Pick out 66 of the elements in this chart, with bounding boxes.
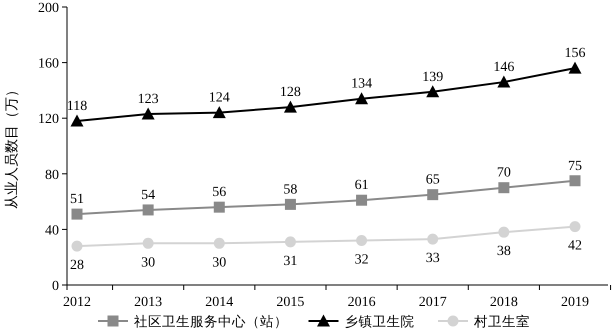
data-label: 58 <box>283 182 298 198</box>
x-tick-label: 2013 <box>134 295 162 310</box>
point <box>284 100 297 113</box>
point <box>356 235 368 246</box>
data-label: 128 <box>280 85 301 100</box>
x-tick-label: 2018 <box>490 295 518 310</box>
point <box>212 106 226 118</box>
point <box>72 240 82 252</box>
point <box>498 182 510 194</box>
data-label: 65 <box>426 172 440 188</box>
data-label: 31 <box>283 254 298 269</box>
data-label: 118 <box>66 98 88 114</box>
point <box>70 114 84 126</box>
y-tick-label: 120 <box>38 112 59 128</box>
data-label: 33 <box>426 251 440 266</box>
x-tick-label: 2017 <box>418 295 447 310</box>
data-label: 123 <box>138 92 159 108</box>
x-tick-label: 2012 <box>63 295 91 310</box>
point <box>497 76 510 88</box>
point <box>284 236 296 248</box>
data-label: 54 <box>141 188 156 203</box>
data-label: 75 <box>568 158 582 174</box>
point <box>284 198 296 210</box>
y-tick-label: 160 <box>38 56 59 72</box>
y-tick-label: 0 <box>52 279 59 294</box>
point <box>214 238 225 249</box>
point <box>72 208 82 220</box>
point <box>570 175 580 186</box>
point <box>142 204 154 216</box>
data-label: 51 <box>70 192 84 208</box>
legend-label: 社区卫生服务中心（站） <box>134 314 288 329</box>
data-label: 28 <box>70 258 84 274</box>
data-label: 61 <box>354 178 369 194</box>
data-label: 30 <box>141 255 156 270</box>
point <box>355 92 368 104</box>
data-label: 30 <box>212 255 226 270</box>
point <box>214 202 225 213</box>
y-axis-title: 从业人员数目（万） <box>4 83 20 209</box>
point <box>426 85 440 98</box>
data-label: 42 <box>568 238 582 254</box>
point <box>498 226 510 238</box>
point <box>356 194 368 206</box>
x-tick-label: 2015 <box>276 295 304 310</box>
x-tick-label: 2014 <box>205 295 234 310</box>
data-label: 139 <box>422 70 444 85</box>
data-label: 32 <box>354 252 369 268</box>
data-label: 146 <box>493 60 514 76</box>
point <box>570 221 580 232</box>
point <box>142 108 155 120</box>
data-label: 156 <box>564 46 586 62</box>
y-tick-label: 40 <box>45 223 59 238</box>
y-tick-label: 200 <box>38 1 59 16</box>
data-label: 134 <box>351 76 372 92</box>
data-label: 56 <box>212 185 226 200</box>
point <box>427 189 438 200</box>
data-label: 124 <box>208 90 230 106</box>
x-tick-label: 2016 <box>348 295 376 310</box>
legend-label: 村卫生室 <box>473 314 530 329</box>
point <box>568 62 582 74</box>
data-label: 70 <box>496 166 511 181</box>
point <box>427 234 438 245</box>
data-label: 38 <box>496 244 511 260</box>
legend-label: 乡镇卫生院 <box>344 314 414 329</box>
y-tick-label: 80 <box>45 168 59 183</box>
x-tick-label: 2019 <box>561 295 589 310</box>
point <box>142 238 154 249</box>
